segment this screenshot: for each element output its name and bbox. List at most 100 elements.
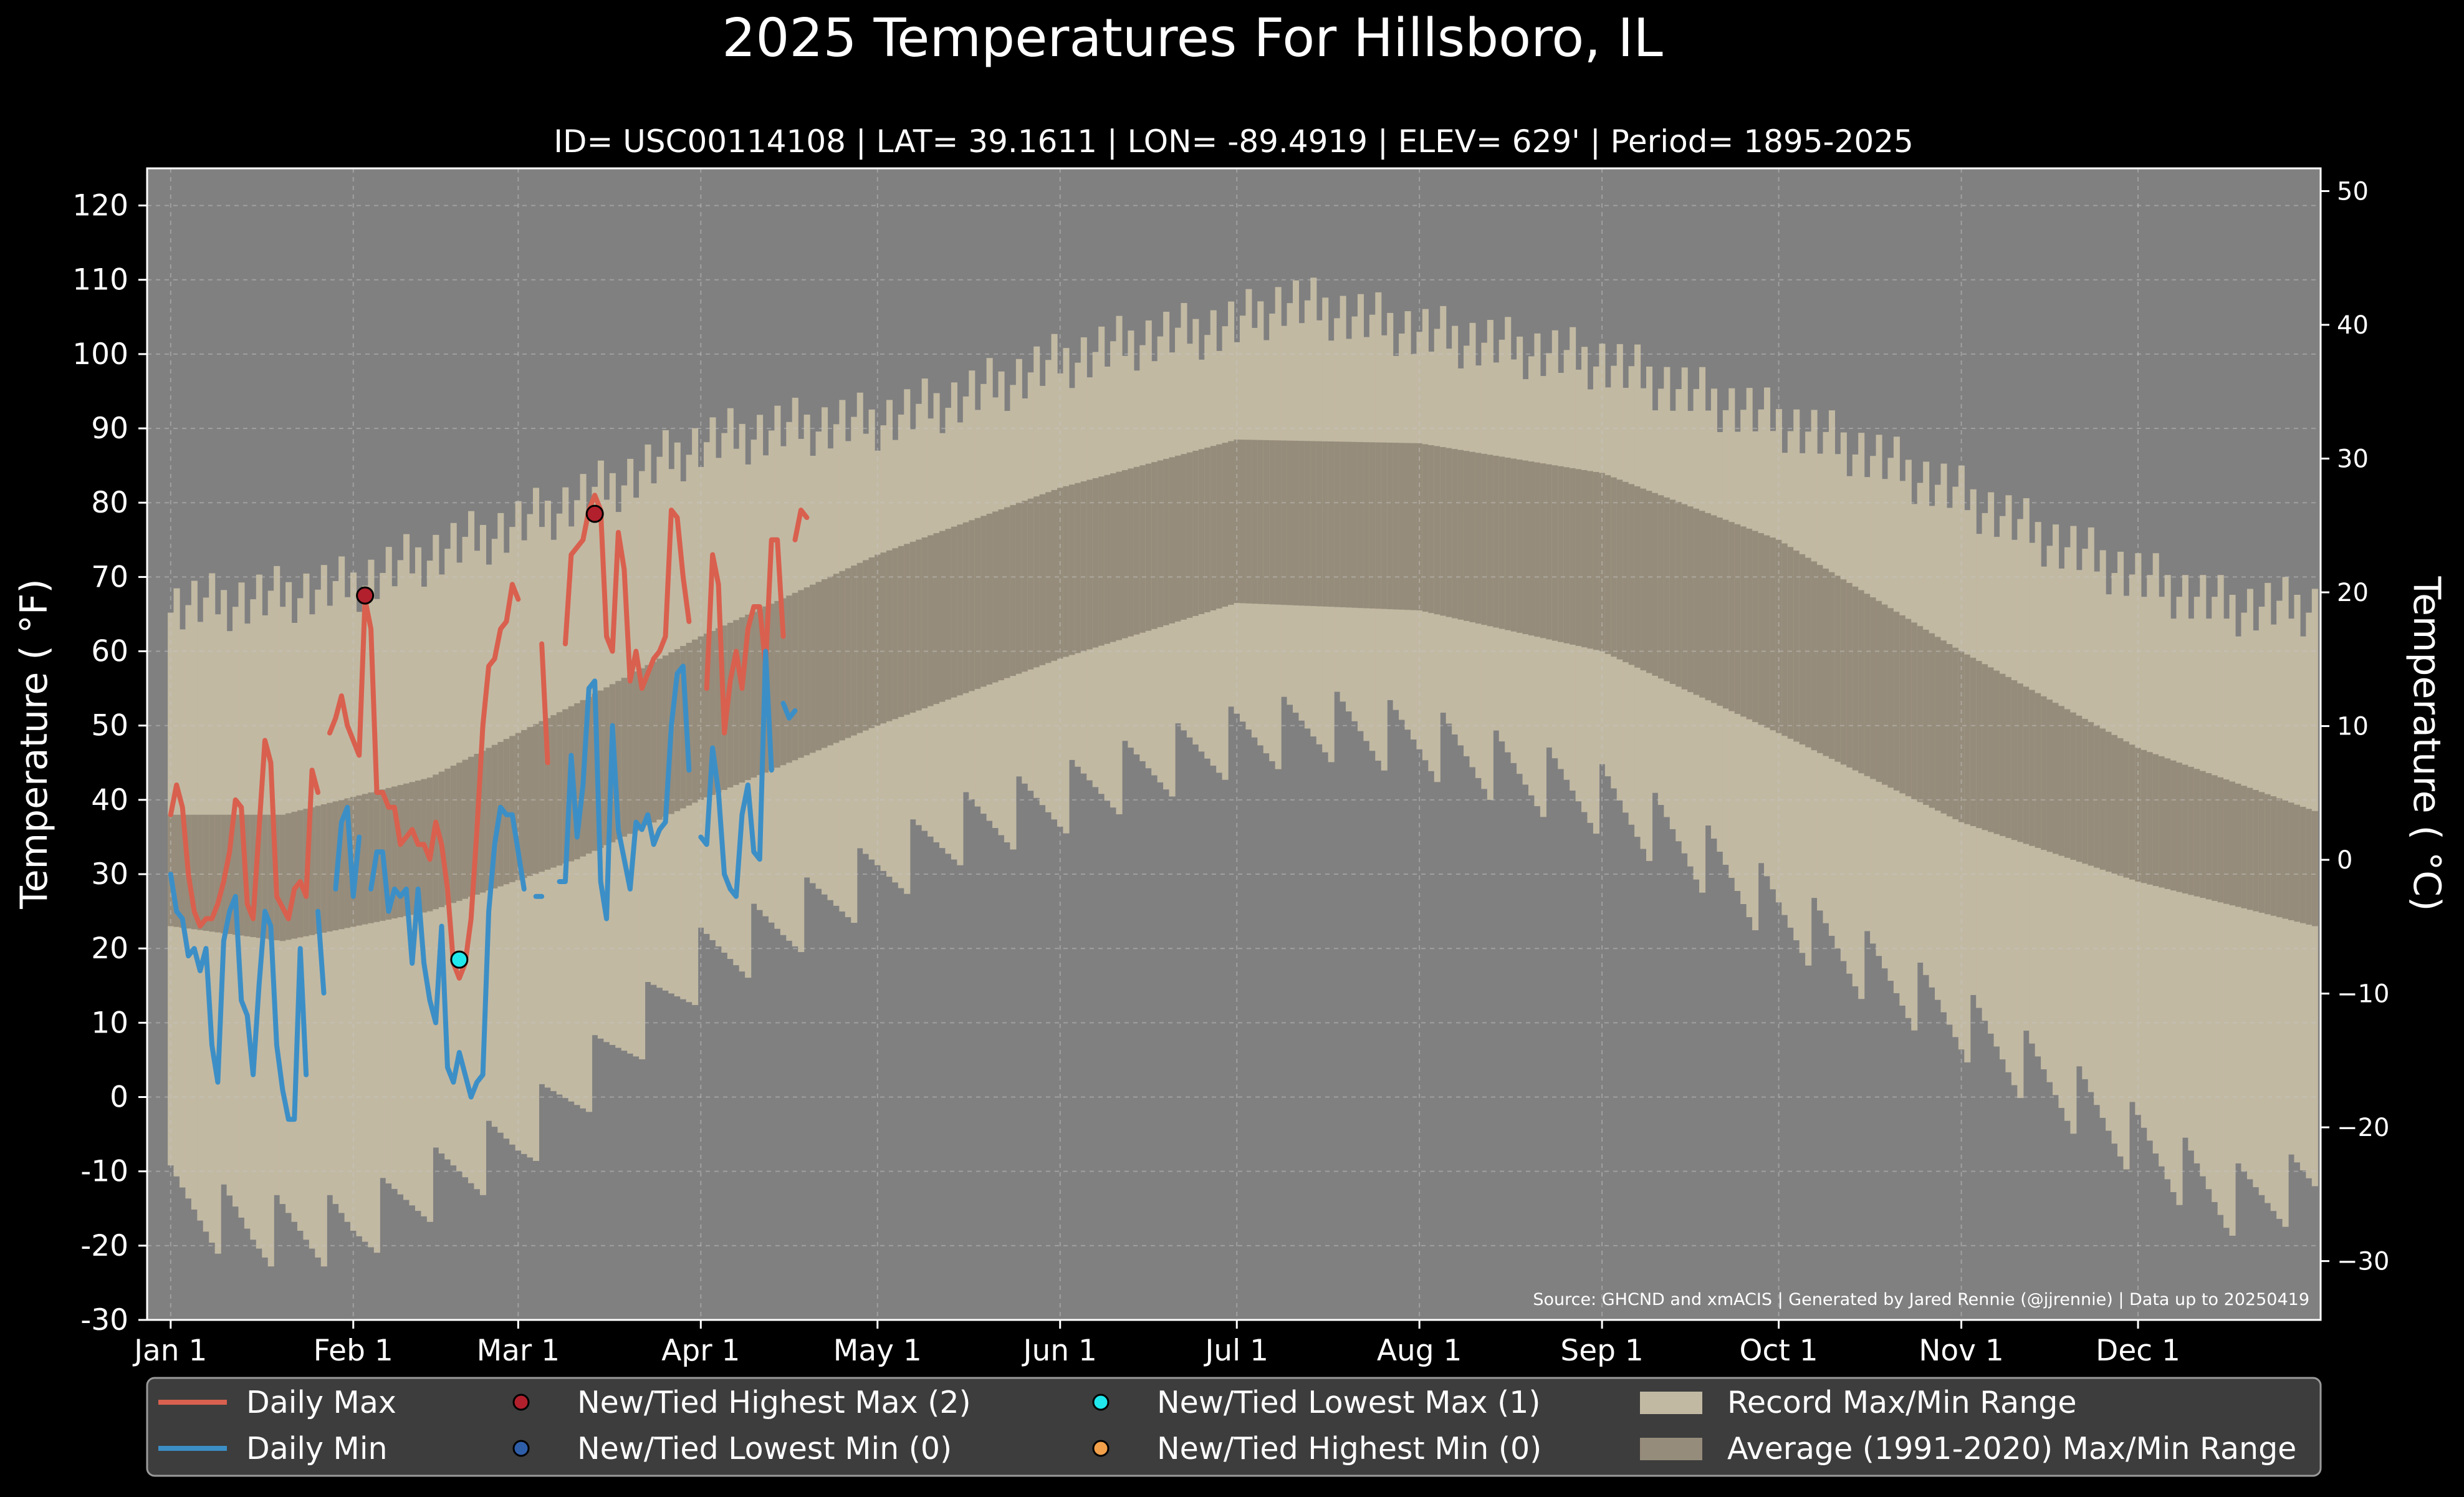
normal-range-bar — [886, 550, 893, 721]
normal-range-bar — [2170, 760, 2177, 891]
normal-range-bar — [1057, 488, 1064, 659]
normal-range-bar — [2070, 712, 2077, 860]
series-line-daily-max — [792, 508, 810, 542]
normal-range-bar — [1604, 475, 1611, 654]
normal-range-bar — [403, 783, 410, 917]
normal-range-bar — [1328, 441, 1335, 607]
normal-range-bar — [709, 630, 716, 795]
normal-range-bar — [662, 655, 669, 817]
normal-range-bar — [992, 511, 999, 683]
normal-range-bar — [1652, 493, 1659, 676]
normal-range-bar — [368, 792, 375, 923]
normal-range-bar — [1976, 661, 1983, 829]
legend-label: New/Tied Lowest Max (1) — [1157, 1385, 1541, 1420]
normal-range-bar — [509, 736, 516, 882]
normal-range-bar — [385, 787, 392, 920]
normal-range-bar — [2258, 792, 2265, 913]
normal-range-bar — [1940, 640, 1947, 814]
normal-range-bar — [2117, 738, 2124, 876]
normal-range-bar — [2306, 809, 2313, 925]
normal-range-bar — [1322, 441, 1329, 607]
normal-range-bar — [2241, 786, 2248, 908]
normal-range-bar — [315, 806, 322, 934]
normal-range-bar — [1239, 440, 1246, 604]
normal-range-bar — [1958, 651, 1965, 822]
normal-range-bar — [1657, 495, 1664, 679]
series-line-daily-max — [562, 493, 692, 691]
record-range-bar — [2270, 624, 2277, 1211]
normal-range-bar — [1681, 504, 1688, 690]
normal-range-bar — [1522, 460, 1529, 635]
normal-range-bar — [2270, 796, 2277, 916]
normal-range-bar — [1245, 440, 1252, 604]
normal-range-bar — [1192, 451, 1199, 616]
normal-range-bar — [1387, 442, 1394, 610]
normal-range-bar — [1157, 460, 1164, 627]
normal-range-bar — [1599, 473, 1606, 652]
normal-range-bar — [845, 568, 851, 738]
series-line-daily-max — [327, 582, 521, 981]
normal-range-bar — [173, 814, 180, 927]
normal-range-bar — [338, 799, 345, 930]
y-tick-label-right: 0 — [2337, 846, 2352, 875]
normal-range-bar — [1988, 667, 1995, 832]
normal-range-bar — [1929, 633, 1935, 808]
normal-range-bar — [1528, 461, 1535, 636]
record-range-bar — [214, 614, 221, 1254]
series-lines — [168, 493, 810, 1122]
normal-range-bar — [2176, 763, 2183, 892]
normal-range-bar — [479, 751, 486, 893]
normal-range-bar — [2147, 752, 2154, 885]
normal-range-bar — [2106, 731, 2112, 872]
normal-range-bar — [1351, 441, 1358, 608]
legend-label: Daily Max — [246, 1385, 396, 1420]
y-tick-label-right: 50 — [2337, 177, 2369, 206]
chart-subtitle: ID= USC00114108 | LAT= 39.1611 | LON= -8… — [554, 123, 1914, 160]
normal-range-bar — [1098, 476, 1105, 646]
x-tick-label: Sep 1 — [1560, 1334, 1643, 1368]
y-tick-label-right: 20 — [2337, 579, 2369, 607]
normal-range-bar — [680, 646, 687, 809]
normal-range-bar — [1128, 468, 1134, 637]
normal-range-bar — [1015, 503, 1022, 674]
record-range-bar — [2170, 619, 2177, 1193]
normal-range-bar — [1811, 561, 1818, 751]
normal-range-bar — [1793, 551, 1800, 742]
normal-range-bar — [1287, 440, 1293, 605]
normal-range-bar — [1911, 622, 1918, 799]
normal-range-bar — [1022, 501, 1028, 672]
normal-range-bar — [2011, 680, 2018, 840]
normal-range-bar — [2205, 773, 2212, 900]
normal-range-bar — [539, 721, 545, 872]
normal-range-bar — [2035, 693, 2041, 848]
normal-range-bar — [362, 794, 368, 925]
normal-range-bar — [1010, 505, 1017, 676]
y-axis-label-right: Temperature ( °C) — [2405, 576, 2448, 912]
normal-range-bar — [550, 715, 557, 868]
normal-range-bar — [191, 814, 198, 930]
normal-range-bar — [951, 526, 957, 698]
normal-range-bar — [397, 785, 404, 918]
y-tick-label: 60 — [91, 635, 128, 669]
x-tick-label: Apr 1 — [661, 1334, 740, 1368]
normal-range-bar — [898, 546, 904, 717]
normal-range-bar — [1664, 497, 1671, 681]
normal-range-bar — [803, 587, 810, 756]
normal-range-bar — [1381, 442, 1388, 609]
normal-range-bar — [633, 671, 640, 831]
record-range-bar — [2123, 595, 2130, 1170]
normal-range-bar — [1505, 457, 1512, 630]
normal-range-bar — [297, 810, 304, 938]
record-marker — [450, 950, 469, 969]
series-line-daily-min — [368, 804, 527, 1100]
normal-range-bar — [692, 639, 699, 803]
normal-range-bar — [2217, 777, 2224, 903]
normal-range-bar — [468, 756, 475, 897]
normal-range-bar — [1063, 486, 1070, 657]
normal-range-bar — [1151, 462, 1158, 629]
normal-range-bar — [1269, 440, 1276, 605]
normal-range-bar — [168, 814, 175, 927]
y-tick-label-right: 40 — [2337, 311, 2369, 340]
normal-range-bar — [916, 539, 923, 711]
normal-range-bar — [2123, 741, 2130, 878]
